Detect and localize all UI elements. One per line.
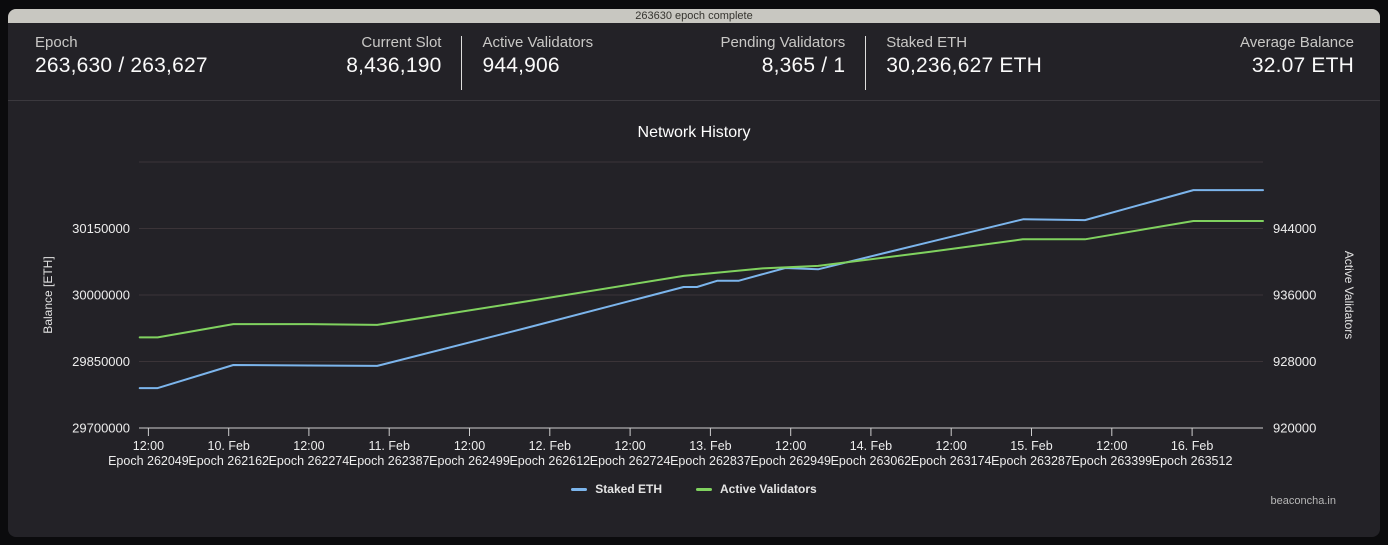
stat-average-balance-value: 32.07 ETH (1251, 54, 1354, 77)
stats-group-validators: Active Validators 944,906 Pending Valida… (462, 34, 865, 100)
legend-dash-active-validators-icon (695, 487, 712, 491)
stats-group-eth: Staked ETH 30,236,627 ETH Average Balanc… (866, 34, 1380, 100)
stat-pending-validators-label: Pending Validators (720, 34, 846, 51)
x-tick-epoch-label: Epoch 262837 (670, 454, 751, 468)
x-tick-epoch-label: Epoch 262724 (590, 454, 671, 468)
epoch-progress-text: 263630 epoch complete (635, 10, 753, 22)
y-left-tick-label: 30000000 (72, 288, 130, 303)
legend-item-staked-eth[interactable]: Staked ETH (571, 482, 662, 496)
x-tick-time-label: 12:00 (614, 439, 645, 453)
x-tick-time-label: 12:00 (775, 439, 806, 453)
x-tick-time-label: 12. Feb (529, 439, 571, 453)
stat-pending-validators-value: 8,365 / 1 (761, 54, 846, 77)
stat-epoch-label: Epoch (35, 34, 78, 51)
stat-pending-validators: Pending Validators 8,365 / 1 (720, 34, 845, 100)
series-line-active-validators[interactable] (138, 220, 1264, 339)
x-tick-epoch-label: Epoch 263399 (1071, 454, 1152, 468)
x-tick-time-label: 15. Feb (1010, 439, 1052, 453)
y-right-tick-label: 936000 (1273, 288, 1316, 303)
stat-staked-eth-value: 30,236,627 ETH (886, 54, 1042, 77)
x-tick-time-label: 11. Feb (368, 439, 410, 453)
legend-label-active-validators: Active Validators (719, 482, 817, 496)
y-left-axis-title: Balance [ETH] (41, 256, 55, 333)
x-tick-epoch-label: Epoch 262612 (509, 454, 590, 468)
x-tick-time-label: 12:00 (454, 439, 485, 453)
stat-active-validators-value: 944,906 (482, 54, 560, 77)
x-tick-time-label: 12:00 (1096, 439, 1127, 453)
x-tick-epoch-label: Epoch 262949 (750, 454, 831, 468)
x-tick-time-label: 14. Feb (850, 439, 892, 453)
stats-bar: Epoch 263,630 / 263,627 Current Slot 8,4… (8, 23, 1380, 101)
x-tick-time-label: 13. Feb (689, 439, 731, 453)
chart-title: Network History (637, 124, 751, 141)
stat-epoch-value: 263,630 / 263,627 (35, 54, 208, 77)
x-tick-epoch-label: Epoch 263287 (991, 454, 1072, 468)
legend-item-active-validators[interactable]: Active Validators (695, 482, 817, 496)
stat-current-slot-value: 8,436,190 (346, 54, 442, 77)
beaconchain-watermark[interactable]: beaconcha.in (1270, 495, 1336, 507)
stat-active-validators: Active Validators 944,906 (482, 34, 593, 100)
x-tick-time-label: 16. Feb (1171, 439, 1213, 453)
x-tick-epoch-label: Epoch 262049 (108, 454, 189, 468)
network-history-chart[interactable]: Network History 29700000 29850000 30000000… (8, 101, 1380, 536)
y-right-tick-label: 920000 (1273, 421, 1316, 436)
stat-current-slot: Current Slot 8,436,190 (346, 34, 441, 100)
x-tick-epoch-label: Epoch 263512 (1152, 454, 1233, 468)
x-tick-epoch-label: Epoch 262387 (349, 454, 430, 468)
series-line-staked-eth[interactable] (138, 189, 1264, 390)
stat-current-slot-label: Current Slot (361, 34, 442, 51)
stat-active-validators-label: Active Validators (482, 34, 594, 51)
y-left-tick-label: 29850000 (72, 354, 130, 369)
y-left-tick-label: 30150000 (72, 221, 130, 236)
stat-average-balance: Average Balance 32.07 ETH (1240, 34, 1354, 100)
legend-dash-staked-eth-icon (571, 487, 588, 491)
stats-divider-1 (461, 36, 463, 90)
x-tick-epoch-label: Epoch 263062 (831, 454, 912, 468)
stat-staked-eth-label: Staked ETH (886, 34, 968, 51)
stats-group-epoch-slot: Epoch 263,630 / 263,627 Current Slot 8,4… (8, 34, 461, 100)
stats-divider-2 (865, 36, 867, 90)
main-card: 263630 epoch complete Epoch 263,630 / 26… (8, 9, 1380, 537)
chart-plot[interactable]: 29700000 29850000 30000000 30150000 920000 92… (8, 101, 1380, 536)
x-tick-epoch-label: Epoch 262162 (188, 454, 269, 468)
stat-epoch: Epoch 263,630 / 263,627 (35, 34, 208, 100)
y-right-tick-label: 944000 (1273, 221, 1316, 236)
x-tick-time-label: 12:00 (293, 439, 324, 453)
stat-staked-eth: Staked ETH 30,236,627 ETH (886, 34, 1042, 100)
y-left-tick-label: 29700000 (72, 421, 130, 436)
stat-average-balance-label: Average Balance (1240, 34, 1354, 51)
x-tick-epoch-label: Epoch 262274 (269, 454, 350, 468)
x-tick-epoch-label: Epoch 262499 (429, 454, 510, 468)
x-tick-time-label: 12:00 (936, 439, 967, 453)
chart-legend: Staked ETH Active Validators (8, 482, 1380, 496)
epoch-progress-bar: 263630 epoch complete (8, 9, 1380, 23)
y-right-tick-label: 928000 (1273, 354, 1316, 369)
x-tick-epoch-label: Epoch 263174 (911, 454, 992, 468)
legend-label-staked-eth: Staked ETH (595, 482, 662, 496)
x-tick-time-label: 12:00 (133, 439, 164, 453)
x-tick-time-label: 10. Feb (208, 439, 250, 453)
y-right-axis-title: Active Validators (1342, 251, 1356, 339)
